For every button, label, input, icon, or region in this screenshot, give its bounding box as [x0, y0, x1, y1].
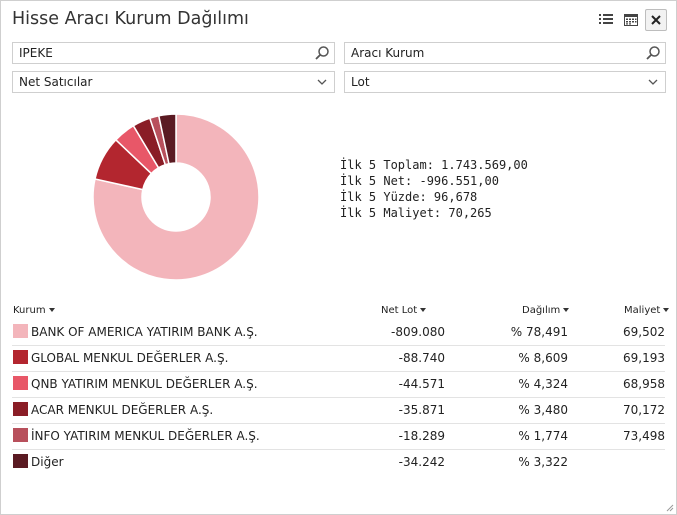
unit-select[interactable]: Lot	[344, 71, 666, 93]
resize-handle-icon[interactable]	[665, 503, 674, 512]
color-swatch	[13, 376, 28, 390]
distribution: % 8,609	[518, 351, 568, 365]
table-row[interactable]: İNFO YATIRIM MENKUL DEĞERLER A.Ş. -18.289…	[12, 424, 665, 450]
distribution: % 78,491	[510, 325, 568, 339]
broker-name: QNB YATIRIM MENKUL DEĞERLER A.Ş.	[31, 377, 258, 391]
header-dagilim[interactable]: Dağılım	[522, 305, 570, 316]
distribution: % 3,322	[518, 455, 568, 469]
distribution: % 4,324	[518, 377, 568, 391]
chevron-down-icon	[648, 79, 658, 85]
table-row[interactable]: BANK OF AMERICA YATIRIM BANK A.Ş. -809.08…	[12, 320, 665, 346]
summary-panel: İlk 5 Toplam: 1.743.569,00 İlk 5 Net: -9…	[340, 157, 528, 221]
sort-caret-icon	[420, 308, 427, 312]
distribution: % 1,774	[518, 429, 568, 443]
header-kurum[interactable]: Kurum	[13, 305, 55, 316]
table-row[interactable]: GLOBAL MENKUL DEĞERLER A.Ş. -88.740 % 8,60…	[12, 346, 665, 372]
cost: 70,172	[623, 403, 665, 417]
donut-chart	[92, 113, 260, 281]
table-row[interactable]: ACAR MENKUL DEĞERLER A.Ş. -35.871 % 3,480 7…	[12, 398, 665, 424]
sort-caret-icon	[48, 308, 55, 312]
list-view-button[interactable]	[596, 9, 616, 29]
chevron-down-icon	[317, 79, 327, 85]
header-dagilim-label: Dağılım	[522, 305, 561, 316]
calendar-button[interactable]	[621, 9, 641, 29]
cost: 68,958	[623, 377, 665, 391]
color-swatch	[13, 324, 28, 338]
side-select[interactable]: Net Satıcılar	[12, 71, 335, 93]
summary-net: İlk 5 Net: -996.551,00	[340, 174, 499, 188]
summary-total: İlk 5 Toplam: 1.743.569,00	[340, 158, 528, 172]
broker-name: ACAR MENKUL DEĞERLER A.Ş.	[31, 403, 214, 417]
net-lot: -88.740	[398, 351, 445, 365]
list-icon	[599, 14, 613, 24]
net-lot: -44.571	[398, 377, 445, 391]
net-lot: -35.871	[398, 403, 445, 417]
header-maliyet-label: Maliyet	[624, 305, 661, 316]
symbol-value: IPEKE	[19, 46, 53, 60]
broker-name: Diğer	[31, 455, 64, 469]
broker-value: Aracı Kurum	[351, 46, 425, 60]
close-button[interactable]	[645, 9, 667, 31]
header-kurum-label: Kurum	[13, 305, 46, 316]
net-lot: -34.242	[398, 455, 445, 469]
net-lot: -809.080	[391, 325, 445, 339]
header-maliyet[interactable]: Maliyet	[624, 305, 670, 316]
unit-selected: Lot	[351, 75, 370, 89]
donut-slice[interactable]	[157, 113, 177, 165]
cost: 73,498	[623, 429, 665, 443]
color-swatch	[13, 428, 28, 442]
broker-name: BANK OF AMERICA YATIRIM BANK A.Ş.	[31, 325, 258, 339]
broker-search-input[interactable]: Aracı Kurum	[344, 42, 666, 64]
search-icon[interactable]	[645, 45, 661, 61]
distribution: % 3,480	[518, 403, 568, 417]
sort-caret-icon	[563, 308, 570, 312]
table-row[interactable]: Diğer -34.242 % 3,322	[12, 450, 665, 476]
color-swatch	[13, 402, 28, 416]
window-title: Hisse Aracı Kurum Dağılımı	[12, 9, 249, 29]
donut-slice[interactable]	[92, 113, 260, 281]
summary-cost: İlk 5 Maliyet: 70,265	[340, 206, 492, 220]
table-row[interactable]: QNB YATIRIM MENKUL DEĞERLER A.Ş. -44.571%…	[12, 372, 665, 398]
sort-caret-icon	[663, 308, 670, 312]
broker-name: GLOBAL MENKUL DEĞERLER A.Ş.	[31, 351, 229, 365]
net-lot: -18.289	[398, 429, 445, 443]
cost: 69,193	[623, 351, 665, 365]
search-icon[interactable]	[314, 45, 330, 61]
broker-name: İNFO YATIRIM MENKUL DEĞERLER A.Ş.	[31, 429, 260, 443]
symbol-search-input[interactable]: IPEKE	[12, 42, 335, 64]
header-net-lot-label: Net Lot	[381, 305, 418, 316]
close-icon	[651, 15, 661, 25]
color-swatch	[13, 454, 28, 468]
side-selected: Net Satıcılar	[19, 75, 93, 89]
header-net-lot[interactable]: Net Lot	[381, 305, 427, 316]
cost: 69,502	[623, 325, 665, 339]
summary-percent: İlk 5 Yüzde: 96,678	[340, 190, 478, 204]
color-swatch	[13, 350, 28, 364]
calendar-icon	[624, 13, 638, 26]
